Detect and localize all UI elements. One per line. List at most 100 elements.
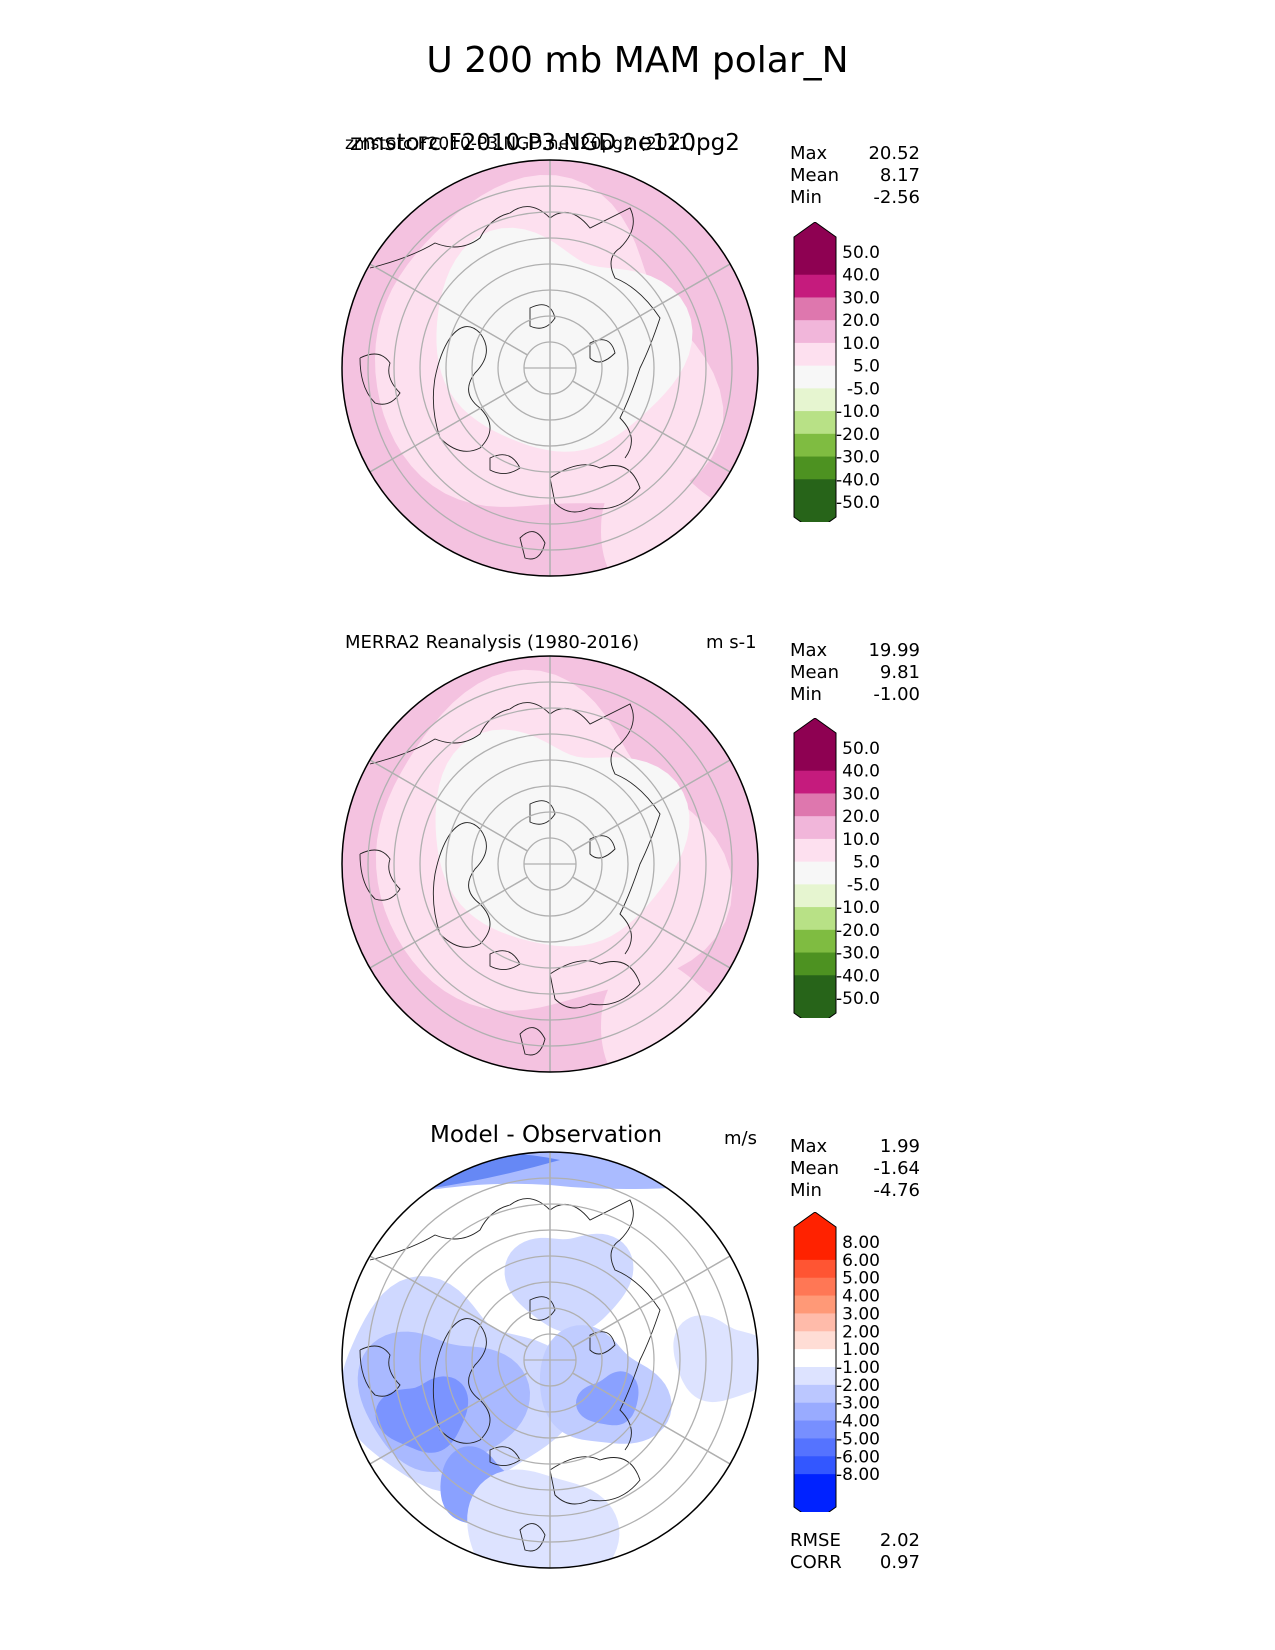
colorbar-band	[794, 861, 836, 885]
colorbar-tick-label: -10.0	[836, 402, 880, 422]
colorbar-band	[794, 907, 836, 931]
map-boundary	[341, 1151, 759, 1569]
figure-title: U 200 mb MAM polar_N	[426, 40, 849, 81]
longitude-line	[572, 263, 731, 356]
field-band-neg-weak	[673, 1315, 758, 1403]
metrics-box: RMSE 2.02 CORR 0.97	[790, 1530, 920, 1574]
colorbar-band	[794, 793, 836, 817]
colorbar-tick-label: 6.00	[842, 1251, 880, 1271]
coastline	[589, 835, 616, 859]
colorbar-tick-label: 8.00	[842, 1233, 880, 1253]
colorbar-band	[794, 1295, 836, 1314]
mean-value: 8.17	[879, 165, 920, 186]
coastline	[519, 531, 546, 560]
longitude-line	[369, 876, 528, 969]
stats-box: Max 1.99 Mean -1.64 Min -4.76	[790, 1136, 920, 1202]
coastline	[589, 339, 616, 363]
coastline	[529, 1296, 556, 1321]
colorbar-tick-label: -20.0	[836, 425, 880, 445]
map-boundary	[341, 655, 759, 1073]
colorbar-tick-label: -8.00	[836, 1465, 880, 1485]
colorbar-band	[794, 816, 836, 840]
colorbar-tick-label: 40.0	[842, 762, 880, 782]
min-label: Min	[790, 1180, 822, 1201]
field-band-low	[436, 227, 693, 452]
colorbar-tick-label: -4.00	[836, 1412, 880, 1432]
colorbar-band	[794, 1456, 836, 1475]
coastline	[432, 822, 491, 948]
min-label: Min	[790, 187, 822, 208]
colorbar-band	[794, 1367, 836, 1386]
colorbar-outline	[793, 718, 837, 1018]
mean-label: Mean	[790, 662, 840, 683]
colorbar-tick-label: 5.00	[842, 1269, 880, 1289]
max-label: Max	[790, 1136, 828, 1157]
colorbar-extend-top	[794, 1212, 836, 1242]
colorbar-band	[794, 388, 836, 412]
colorbar-tick-label: 50.0	[842, 739, 880, 759]
colorbar-tick-label: 40.0	[842, 266, 880, 286]
colorbar-tick-label: -50.0	[836, 493, 880, 513]
coastlines	[359, 702, 661, 1056]
field-band-neg	[576, 1371, 639, 1426]
panel-model: zmstorc.F2010-P3.NGD.ne120pg2 (2011) zms…	[0, 0, 1275, 577]
colorbar-tick-label: -10.0	[836, 898, 880, 918]
coastline	[359, 1345, 401, 1397]
polar-map	[341, 655, 759, 1073]
panel-title: zmstorc.F2010.P3.NGD.ne120pg2	[350, 130, 740, 156]
field-band-low	[435, 729, 690, 947]
colorbar-tick-label: -1.00	[836, 1358, 880, 1378]
coastline	[432, 326, 491, 452]
max-value: 19.99	[868, 640, 920, 661]
graticule	[367, 160, 733, 576]
colorbar-outline	[793, 1212, 837, 1512]
panel-title: MERRA2 Reanalysis (1980-2016)	[345, 632, 640, 653]
colorbar-extend-top	[794, 718, 836, 748]
colorbar-tick-label: 30.0	[842, 784, 880, 804]
graticule	[367, 1152, 733, 1568]
colorbar-outline	[793, 222, 837, 522]
colorbar-tick-label: -5.0	[847, 875, 880, 895]
colorbar-band	[794, 365, 836, 389]
panel-title-overlap: zmstorc.F2010-P3.NGD.ne120pg2 (2011)	[345, 134, 696, 154]
longitude-line	[369, 1255, 528, 1348]
mean-value: -1.64	[873, 1158, 920, 1179]
colorbar-tick-label: 30.0	[842, 288, 880, 308]
longitude-line	[572, 876, 731, 969]
mean-label: Mean	[790, 165, 840, 186]
colorbar-tick-label: -6.00	[836, 1447, 880, 1467]
panel-units: m/s	[724, 1128, 757, 1149]
field-band-neg-weak	[504, 1233, 634, 1333]
longitude-line	[572, 1372, 731, 1465]
colorbar-tick-label: -3.00	[836, 1394, 880, 1414]
colorbar-band	[794, 1438, 836, 1457]
mean-label: Mean	[790, 1158, 840, 1179]
min-value: -2.56	[873, 187, 920, 208]
colorbar-extend-bottom	[794, 502, 836, 522]
colorbar-tick-label: -30.0	[836, 944, 880, 964]
colorbar-band	[794, 1242, 836, 1261]
min-label: Min	[790, 684, 822, 705]
longitude-line	[572, 759, 731, 852]
mean-value: 9.81	[879, 662, 920, 683]
colorbar-extend-bottom	[794, 1492, 836, 1512]
min-value: -4.76	[873, 1180, 920, 1201]
rmse-value: 2.02	[879, 1530, 920, 1551]
colorbar-tick-label: -30.0	[836, 448, 880, 468]
rmse-label: RMSE	[790, 1530, 841, 1551]
colorbar-band	[794, 770, 836, 794]
panel-title: Model - Observation	[430, 1122, 663, 1148]
coastline	[369, 1198, 661, 1451]
max-label: Max	[790, 143, 828, 164]
longitude-line	[572, 1255, 731, 1348]
colorbar: 8.006.005.004.003.002.001.00-1.00-2.00-3…	[793, 1212, 880, 1512]
colorbar-tick-label: 2.00	[842, 1322, 880, 1342]
coastline	[529, 800, 556, 825]
map-boundary	[341, 159, 759, 577]
colorbar-band	[794, 1474, 836, 1493]
panel-obs: MERRA2 Reanalysis (1980-2016) m s-1 Max 1…	[0, 0, 1275, 1073]
colorbar-band	[794, 1259, 836, 1279]
colorbar-band	[794, 838, 836, 863]
colorbar-tick-label: 3.00	[842, 1304, 880, 1324]
colorbar: 50.0 40.030.0 20.0 10.0 5.0-5.0 -10.0 -20.0 -30…	[793, 718, 880, 1018]
